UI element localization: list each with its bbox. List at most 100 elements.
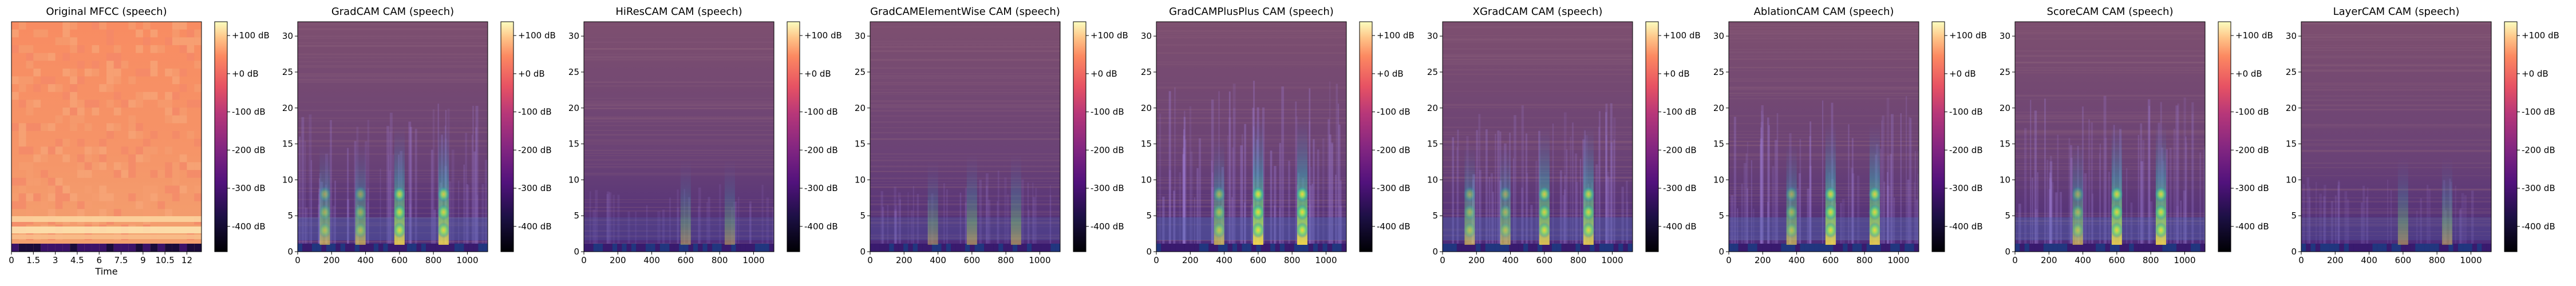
- cam-base-cell: [2119, 244, 2124, 252]
- mfcc-cell: [11, 244, 19, 252]
- cam-streak: [898, 192, 901, 246]
- mfcc-cell: [26, 170, 34, 178]
- cam-stripe: [2015, 163, 2205, 164]
- x-tick-label: 800: [2143, 255, 2159, 265]
- cam-streak: [1852, 173, 1855, 246]
- mfcc-cell: [84, 154, 92, 162]
- colorbar-gradient: [2504, 21, 2518, 252]
- cam-streak: [669, 197, 671, 246]
- cam-base-cell: [1532, 244, 1538, 252]
- cam-hotspot: [2071, 204, 2084, 220]
- cam-stripe: [298, 127, 488, 129]
- y-tick-label: 30: [282, 31, 293, 41]
- cam-base-cell: [2396, 244, 2401, 252]
- mfcc-cell: [77, 138, 85, 147]
- cam-base-cell: [1590, 244, 1595, 252]
- cam-stripe: [2301, 109, 2491, 111]
- cam-base-cell: [1509, 244, 1514, 252]
- cam-base-cell: [1041, 244, 1046, 252]
- cam-streak: [1456, 147, 1458, 246]
- mfcc-cell: [172, 244, 180, 252]
- x-tick-label: 800: [2429, 255, 2445, 265]
- mfcc-cell: [48, 185, 56, 194]
- cam-base-cell: [1738, 244, 1743, 252]
- mfcc-cell: [18, 22, 26, 30]
- cam-base-cell: [317, 244, 322, 252]
- cam-streak: [475, 127, 477, 246]
- cam-stripe: [870, 82, 1060, 84]
- cam-streak: [1796, 188, 1799, 246]
- cam-stripe: [1729, 94, 1919, 96]
- cam-stripe: [584, 224, 774, 225]
- x-tick-label: 800: [712, 255, 728, 265]
- cam-hotspot: [393, 222, 406, 239]
- mfcc-cell: [179, 185, 187, 194]
- colorbar: +100 dB+0 dB-100 dB-200 dB-300 dB-400 dB: [500, 21, 556, 252]
- colorbar-gradient: [1359, 21, 1373, 252]
- cam-streak: [1330, 142, 1334, 246]
- cam-stripe: [2301, 235, 2491, 236]
- cam-stripe: [298, 54, 488, 55]
- cam-stripe: [1443, 54, 1633, 55]
- colorbar-tick-label: +0 dB: [2522, 69, 2549, 79]
- cam-stripe: [2015, 143, 2205, 145]
- cam-streak: [965, 188, 967, 246]
- cam-streak: [708, 197, 710, 246]
- x-tick-label: 0: [295, 255, 301, 265]
- cam-base-cell: [369, 244, 374, 252]
- cam-base-cell: [1013, 244, 1018, 252]
- cam-base-cell: [2063, 244, 2068, 252]
- chart-panel: GradCAMElementWise CAM (speech)0 200 400 60…: [855, 6, 1128, 265]
- mfcc-cell: [165, 100, 172, 108]
- mfcc-cell: [113, 244, 121, 252]
- cam-base-cell: [1318, 244, 1323, 252]
- cam-base-cell: [979, 244, 985, 252]
- cam-base-cell: [1752, 244, 1757, 252]
- x-tick-label: 1.5: [26, 255, 40, 265]
- colorbar-tick-label: -200 dB: [1091, 145, 1124, 155]
- cam-streak: [1231, 197, 1233, 246]
- cam-base-cell: [1566, 244, 1571, 252]
- cam-stripe: [870, 41, 1060, 42]
- mfcc-cell: [106, 131, 114, 139]
- x-tick-label: 0: [9, 255, 14, 265]
- mfcc-cell: [150, 193, 158, 201]
- cam-base-cell: [1490, 244, 1495, 252]
- colorbar-tick-label: -200 dB: [804, 145, 838, 155]
- y-tick-label: 20: [282, 103, 293, 113]
- cam-base-cell: [298, 244, 303, 252]
- cam-stripe: [2015, 134, 2205, 136]
- cam-stripe: [2301, 150, 2491, 153]
- cam-streak: [309, 114, 312, 246]
- cam-stripe: [870, 101, 1060, 102]
- cam-base-cell: [1003, 244, 1008, 252]
- cam-base-cell: [1914, 244, 1919, 252]
- cam-stripe: [2301, 96, 2491, 97]
- cam-base-cell: [626, 244, 631, 252]
- cam-stripe: [298, 73, 488, 74]
- cam-stripe: [584, 108, 774, 109]
- mfcc-cell: [136, 131, 143, 139]
- x-axis-label: Time: [94, 266, 117, 277]
- cam-base-cell: [1232, 244, 1238, 252]
- cam-base-cell: [406, 244, 412, 252]
- cam-stripe: [1443, 69, 1633, 71]
- cam-hotspot: [2110, 222, 2123, 239]
- cam-streak: [960, 193, 962, 246]
- mfcc-cell: [187, 162, 195, 170]
- cam-streak: [2191, 102, 2194, 246]
- cam-base-cell: [736, 244, 741, 252]
- cam-stripe: [1443, 137, 1633, 138]
- mfcc-cell: [26, 162, 34, 170]
- y-tick-label: 20: [1141, 103, 1152, 113]
- mfcc-cell: [121, 61, 129, 69]
- cam-stripe: [870, 203, 1060, 205]
- x-tick-label: 600: [2109, 255, 2125, 265]
- cam-stripe: [870, 105, 1060, 107]
- cam-streak: [1562, 195, 1564, 246]
- mfcc-cell: [172, 185, 180, 194]
- cam-streak: [2338, 180, 2340, 246]
- cam-streak: [2199, 152, 2202, 246]
- cam-streak: [1313, 139, 1315, 246]
- y-tick-label: 10: [1427, 174, 1438, 185]
